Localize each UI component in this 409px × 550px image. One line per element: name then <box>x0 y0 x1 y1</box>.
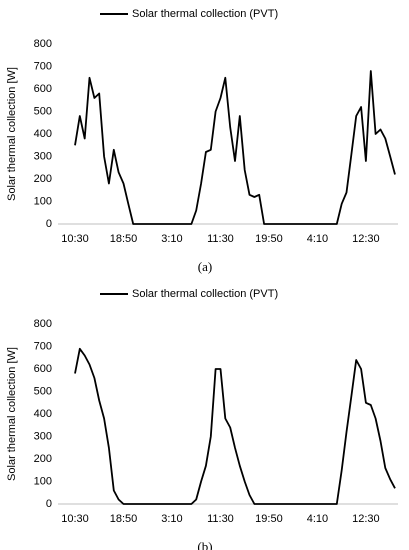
caption: (b) <box>197 539 212 550</box>
x-tick-label: 11:30 <box>207 513 234 525</box>
x-tick-label: 19:50 <box>255 233 283 245</box>
y-tick-label: 600 <box>34 83 52 95</box>
y-tick-label: 0 <box>46 498 52 510</box>
data-line <box>74 347 396 505</box>
y-tick-label: 500 <box>34 385 52 397</box>
caption: (a) <box>198 259 212 274</box>
y-tick-label: 300 <box>34 150 52 162</box>
y-axis-title: Solar thermal collection [W] <box>6 347 18 481</box>
y-tick-label: 0 <box>46 218 52 230</box>
y-tick-label: 700 <box>34 60 52 72</box>
x-tick-label: 4:10 <box>307 233 328 245</box>
x-tick-label: 10:30 <box>61 233 89 245</box>
y-tick-label: 500 <box>34 105 52 117</box>
y-tick-label: 600 <box>34 363 52 375</box>
x-tick-label: 18:50 <box>110 233 138 245</box>
x-tick-label: 19:50 <box>255 513 283 525</box>
legend-label: Solar thermal collection (PVT) <box>132 288 278 300</box>
y-tick-label: 100 <box>34 195 52 207</box>
y-tick-label: 800 <box>34 38 52 50</box>
y-tick-label: 300 <box>34 430 52 442</box>
x-tick-label: 12:30 <box>352 513 380 525</box>
x-tick-label: 4:10 <box>307 513 328 525</box>
data-line <box>74 70 396 225</box>
x-tick-label: 18:50 <box>110 513 138 525</box>
y-tick-label: 100 <box>34 475 52 487</box>
x-tick-label: 12:30 <box>352 233 380 245</box>
legend-label: Solar thermal collection (PVT) <box>132 8 278 20</box>
y-tick-label: 800 <box>34 318 52 330</box>
y-tick-label: 400 <box>34 128 52 140</box>
y-tick-label: 200 <box>34 173 52 185</box>
x-tick-label: 3:10 <box>161 233 182 245</box>
x-tick-label: 10:30 <box>61 513 89 525</box>
x-tick-label: 11:30 <box>207 233 234 245</box>
y-tick-label: 200 <box>34 453 52 465</box>
y-axis-title: Solar thermal collection [W] <box>6 67 18 201</box>
y-tick-label: 700 <box>34 340 52 352</box>
x-tick-label: 3:10 <box>161 513 182 525</box>
y-tick-label: 400 <box>34 408 52 420</box>
